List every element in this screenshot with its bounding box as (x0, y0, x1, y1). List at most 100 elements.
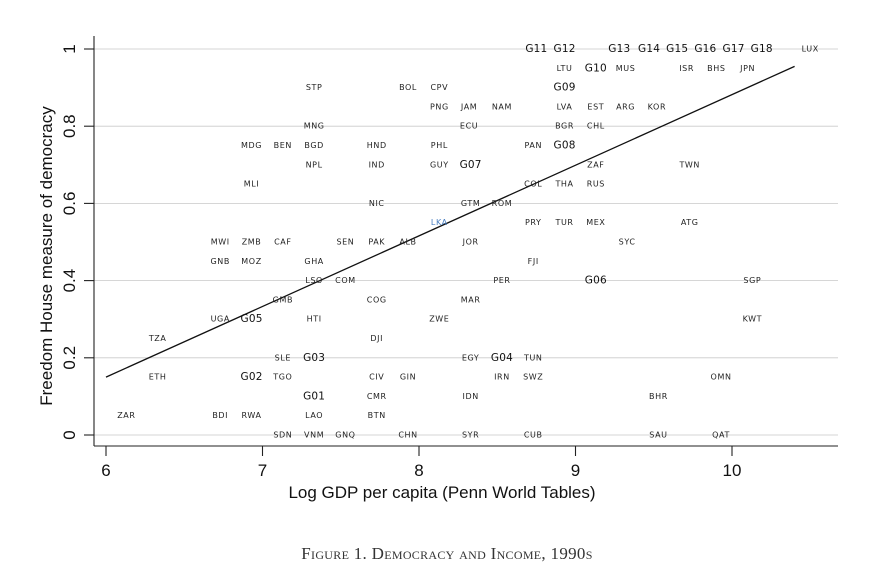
point-atg: ATG (681, 218, 699, 227)
point-zwe: ZWE (429, 315, 449, 324)
point-gin: GIN (400, 373, 416, 382)
point-gnq: GNQ (335, 431, 355, 440)
point-bol: BOL (399, 83, 417, 92)
axes: 0 0.2 0.4 0.6 0.8 1 6 7 8 9 10 (60, 36, 838, 480)
point-nam: NAM (492, 102, 512, 111)
point-mar: MAR (461, 295, 481, 304)
fit-line (105, 65, 795, 378)
point-com: COM (335, 276, 356, 285)
point-g05: G05 (240, 313, 262, 325)
point-hti: HTI (307, 315, 322, 324)
y-axis-label: Freedom House measure of democracy (37, 106, 56, 406)
x-tick-label: 8 (414, 461, 423, 480)
point-arg: ARG (616, 102, 635, 111)
point-gnb: GNB (211, 257, 230, 266)
point-bhs: BHS (707, 64, 725, 73)
point-lva: LVA (557, 102, 573, 111)
point-chn: CHN (398, 431, 417, 440)
x-axis-label: Log GDP per capita (Penn World Tables) (288, 483, 595, 502)
point-ind: IND (369, 160, 385, 169)
point-tur: TUR (554, 218, 573, 227)
point-g06: G06 (585, 275, 607, 287)
point-guy: GUY (430, 160, 449, 169)
point-moz: MOZ (241, 257, 261, 266)
point-chl: CHL (587, 122, 605, 131)
point-g07: G07 (460, 159, 482, 171)
point-rwa: RWA (242, 411, 262, 420)
point-gha: GHA (304, 257, 324, 266)
point-sgp: SGP (743, 276, 761, 285)
point-qat: QAT (712, 431, 730, 440)
point-tza: TZA (148, 334, 167, 343)
point-gmb: GMB (273, 295, 293, 304)
fit-line-layer (105, 65, 795, 378)
y-tick-label: 0.2 (60, 346, 79, 370)
point-syc: SYC (619, 238, 636, 247)
point-mex: MEX (586, 218, 605, 227)
point-g11: G11 (525, 43, 547, 55)
point-mli: MLI (244, 180, 260, 189)
point-jam: JAM (460, 102, 477, 111)
point-isr: ISR (679, 64, 694, 73)
figure-caption: Figure 1. Democracy and Income, 1990s (301, 544, 593, 563)
point-ben: BEN (274, 141, 292, 150)
point-mwi: MWI (211, 238, 230, 247)
point-lka: LKA (431, 218, 448, 227)
point-civ: CIV (369, 373, 384, 382)
point-zar: ZAR (117, 411, 135, 420)
point-sau: SAU (649, 431, 667, 440)
point-lso: LSO (305, 276, 323, 285)
point-cog: COG (367, 295, 387, 304)
point-lao: LAO (305, 411, 323, 420)
point-g14: G14 (638, 43, 660, 55)
point-cpv: CPV (431, 83, 449, 92)
point-est: EST (587, 102, 604, 111)
data-points: LUX G11 G12 G13 G14 G15 G16 G17 G18 LTU G10 MUS ISR B… (117, 43, 818, 440)
point-nic: NIC (369, 199, 385, 208)
point-mus: MUS (616, 64, 636, 73)
point-g12: G12 (553, 43, 575, 55)
point-col: COL (524, 180, 542, 189)
point-kor: KOR (648, 102, 666, 111)
x-tick-label: 6 (101, 461, 110, 480)
point-pry: PRY (525, 218, 542, 227)
point-mng: MNG (304, 122, 325, 131)
point-g16: G16 (694, 43, 716, 55)
point-ltu: LTU (557, 64, 573, 73)
point-tgo: TGO (272, 373, 292, 382)
x-tick-label: 10 (723, 461, 742, 480)
point-sle: SLE (275, 353, 291, 362)
point-g08: G08 (553, 140, 575, 152)
point-per: PER (493, 276, 510, 285)
point-pan: PAN (524, 141, 542, 150)
point-idn: IDN (462, 392, 478, 401)
point-g13: G13 (608, 43, 630, 55)
point-jpn: JPN (739, 64, 755, 73)
point-bdi: BDI (212, 411, 228, 420)
point-g01: G01 (303, 390, 325, 402)
point-bgr: BGR (555, 122, 574, 131)
point-g17: G17 (723, 43, 745, 55)
point-rus: RUS (587, 180, 605, 189)
point-g03: G03 (303, 352, 325, 364)
point-zmb: ZMB (242, 238, 262, 247)
point-g18: G18 (751, 43, 773, 55)
point-swz: SWZ (523, 373, 543, 382)
x-tick-label: 7 (258, 461, 267, 480)
point-syr: SYR (462, 431, 479, 440)
point-btn: BTN (368, 411, 386, 420)
point-png: PNG (430, 102, 449, 111)
point-mdg: MDG (241, 141, 262, 150)
gridlines (94, 48, 838, 436)
x-tick-label: 9 (571, 461, 580, 480)
point-tha: THA (554, 180, 573, 189)
point-zaf: ZAF (587, 160, 604, 169)
point-dji: DJI (370, 334, 383, 343)
point-g02: G02 (240, 371, 262, 383)
point-bgd: BGD (304, 141, 324, 150)
y-tick-label: 0.6 (60, 192, 79, 216)
point-kwt: KWT (743, 315, 763, 324)
point-alb: ALB (399, 238, 416, 247)
point-irn: IRN (494, 373, 510, 382)
point-uga: UGA (211, 315, 230, 324)
